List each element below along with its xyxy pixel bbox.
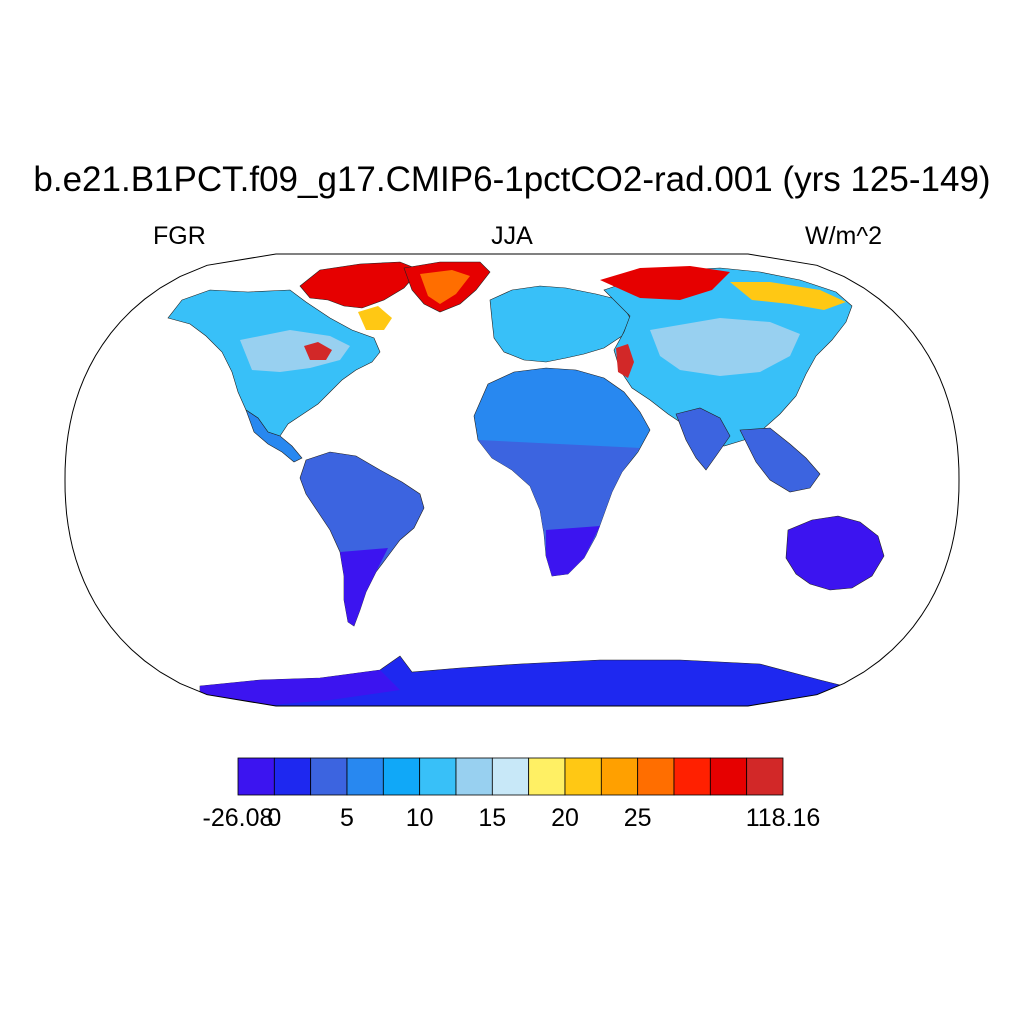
map-fields	[167, 261, 901, 706]
colorbar-tick-label: 118.16	[746, 804, 821, 832]
land-siberia-hot	[600, 266, 730, 300]
colorbar-swatch	[346, 757, 384, 796]
colorbar-swatch	[237, 757, 275, 796]
units-label: W/m^2	[804, 222, 882, 250]
land-antarctica-west	[200, 670, 400, 706]
colorbar-tick-label: 25	[624, 804, 652, 832]
colorbar-swatches	[237, 757, 784, 796]
colorbar-swatch	[637, 757, 675, 796]
colorbar-swatch	[673, 757, 711, 796]
plot-title: b.e21.B1PCT.f09_g17.CMIP6-1pctCO2-rad.00…	[33, 160, 991, 199]
variable-label: FGR	[153, 222, 206, 250]
colorbar-swatch	[746, 757, 784, 796]
land-southeast-asia	[739, 427, 821, 493]
colorbar-swatch	[273, 757, 312, 796]
colorbar-swatch	[600, 757, 639, 796]
colorbar-swatch	[528, 757, 566, 796]
land-south-america-south	[340, 548, 388, 626]
colorbar-tick-label: 0	[267, 804, 281, 832]
land-europe	[489, 285, 631, 363]
land-india	[675, 407, 731, 471]
colorbar-labels: -26.080 5 10 15 20 25 118.16	[203, 804, 821, 832]
colorbar-tick-label: -26.08	[203, 804, 274, 832]
land-africa-far-south	[546, 526, 600, 576]
land-australia	[785, 515, 885, 591]
land-north-america-south	[245, 409, 303, 463]
colorbar-swatch	[455, 757, 493, 796]
season-label: JJA	[491, 222, 533, 250]
land-asia-central-light	[650, 318, 800, 376]
colorbar-tick-label: 20	[551, 804, 579, 832]
land-siberia-warm	[730, 282, 846, 310]
colorbar-swatch	[709, 757, 748, 796]
land-greenland-icecap	[420, 270, 470, 304]
colorbar-tick-label: 10	[406, 804, 434, 832]
colorbar-swatch	[564, 757, 602, 796]
colorbar-swatch	[491, 757, 530, 796]
colorbar-swatch	[419, 757, 457, 796]
land-canada-light	[240, 330, 350, 372]
colorbar-swatch	[382, 757, 421, 796]
land-hudson-hot	[358, 306, 392, 330]
colorbar-swatch	[310, 757, 348, 796]
land-great-lakes	[304, 342, 332, 360]
land-arctic-canada	[299, 261, 421, 309]
colorbar-tick-label: 5	[340, 804, 354, 832]
colorbar-tick-label: 15	[478, 804, 506, 832]
land-africa-south	[478, 440, 640, 576]
map-boundary	[64, 253, 960, 707]
land-caspian-hot	[616, 344, 634, 378]
